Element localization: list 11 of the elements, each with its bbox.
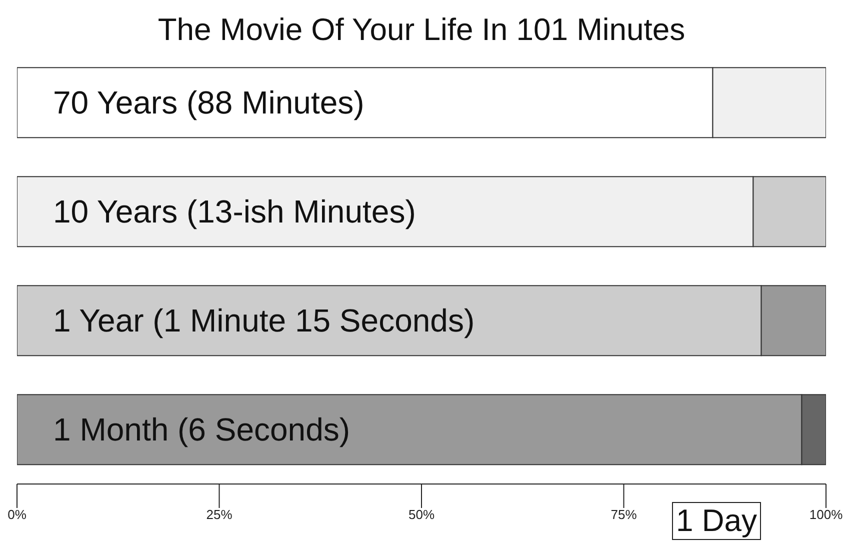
- y-tick-label: 1 Month (6 Seconds): [53, 412, 350, 448]
- chart-title: The Movie Of Your Life In 101 Minutes: [156, 12, 686, 48]
- y-tick-label: 10 Years (13-ish Minutes): [53, 194, 416, 230]
- x-tick-label: 25%: [206, 507, 233, 522]
- x-tick-label: 0%: [8, 507, 27, 522]
- x-tick-label: 75%: [610, 507, 638, 522]
- x-tick-label: 100%: [809, 507, 844, 522]
- x-tick-label: 50%: [408, 507, 435, 522]
- text: 1 Day: [672, 502, 761, 540]
- y-tick-label: 1 Year (1 Minute 15 Seconds): [53, 302, 475, 339]
- y-tick-label: 70 Years (88 Minutes): [53, 84, 364, 121]
